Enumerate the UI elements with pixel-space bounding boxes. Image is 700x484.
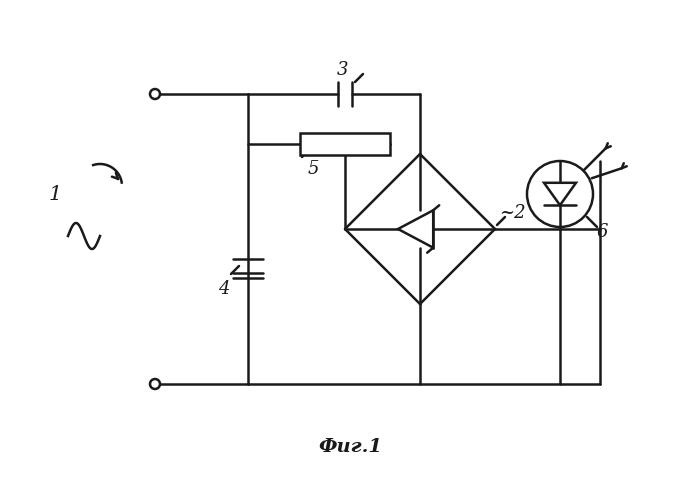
Text: 1: 1 xyxy=(48,185,62,204)
Bar xyxy=(300,134,390,156)
Polygon shape xyxy=(398,211,433,248)
Text: Фиг.1: Фиг.1 xyxy=(318,437,382,455)
Text: 5: 5 xyxy=(308,160,319,178)
Polygon shape xyxy=(544,183,576,206)
Text: 6: 6 xyxy=(596,223,608,241)
Text: 4: 4 xyxy=(218,279,230,297)
Text: ~2: ~2 xyxy=(499,204,526,222)
Text: 3: 3 xyxy=(337,61,349,79)
